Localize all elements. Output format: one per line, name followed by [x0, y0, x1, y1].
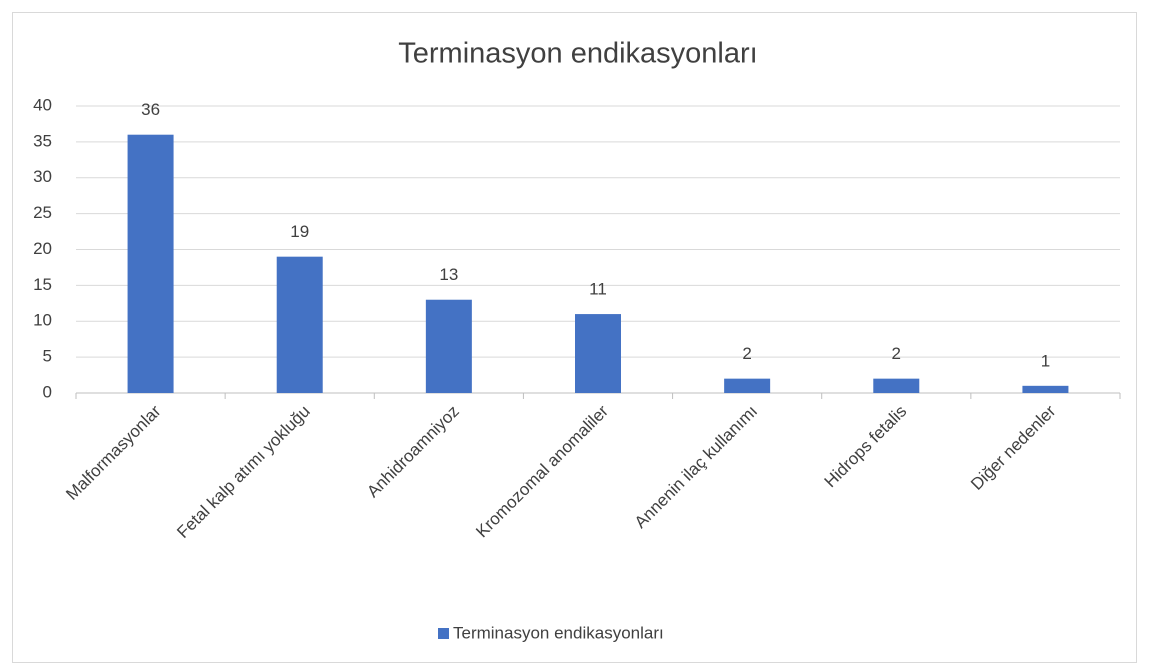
bar — [127, 134, 174, 393]
chart-title: Terminasyon endikasyonları — [398, 38, 757, 70]
y-tick-label: 20 — [33, 239, 52, 258]
data-label: 2 — [742, 344, 751, 363]
y-tick-label: 5 — [43, 347, 52, 366]
data-label: 36 — [141, 100, 160, 119]
bar — [873, 378, 920, 393]
y-tick-label: 10 — [33, 311, 52, 330]
y-tick-label: 30 — [33, 167, 52, 186]
bar — [425, 299, 472, 393]
y-tick-label: 40 — [33, 95, 52, 114]
y-tick-label: 35 — [33, 131, 52, 150]
data-label: 2 — [892, 344, 901, 363]
legend-swatch — [438, 628, 449, 639]
data-label: 1 — [1041, 351, 1050, 370]
chart-border — [12, 12, 1137, 663]
y-tick-label: 0 — [43, 382, 52, 401]
bar — [1022, 385, 1069, 393]
data-label: 13 — [439, 265, 458, 284]
y-tick-label: 15 — [33, 275, 52, 294]
data-label: 11 — [589, 280, 607, 299]
bar — [575, 314, 621, 393]
y-tick-label: 25 — [33, 203, 52, 222]
legend-label: Terminasyon endikasyonları — [453, 623, 664, 642]
bar — [276, 256, 323, 393]
data-label: 19 — [290, 222, 309, 241]
bar — [724, 378, 771, 393]
